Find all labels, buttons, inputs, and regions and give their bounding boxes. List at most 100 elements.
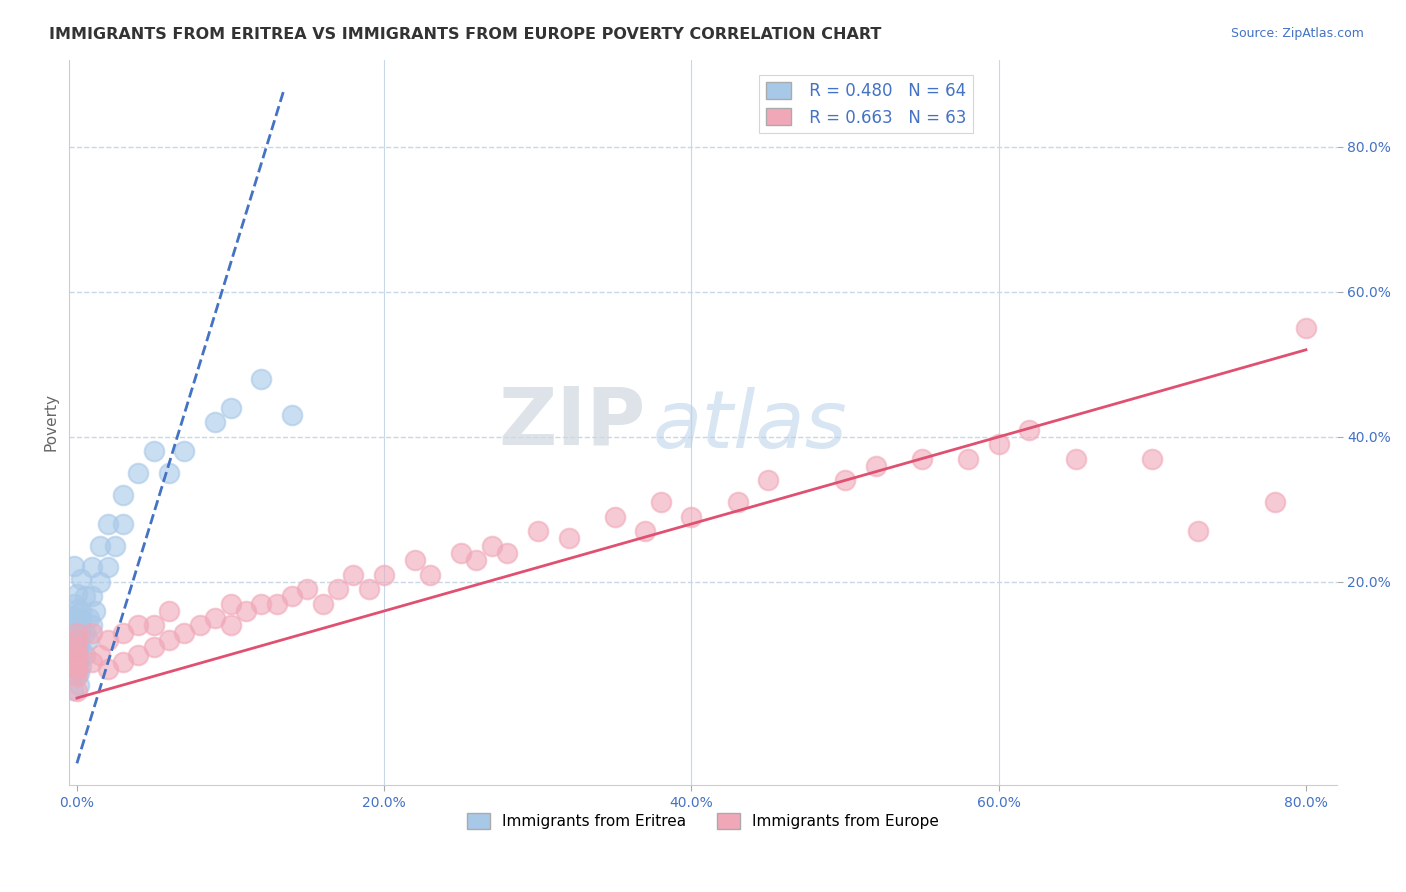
Point bbox=[235, 604, 257, 618]
Point bbox=[70, 659, 93, 673]
Point bbox=[142, 444, 165, 458]
Point bbox=[82, 655, 104, 669]
Point bbox=[73, 648, 96, 662]
Point bbox=[66, 662, 89, 676]
Point bbox=[66, 662, 89, 676]
Point bbox=[1064, 451, 1087, 466]
Point bbox=[62, 559, 84, 574]
Text: ZIP: ZIP bbox=[499, 384, 645, 461]
Point bbox=[173, 444, 195, 458]
Point bbox=[188, 618, 211, 632]
Point bbox=[111, 488, 134, 502]
Point bbox=[219, 618, 242, 632]
Point bbox=[557, 532, 579, 546]
Point bbox=[1187, 524, 1209, 538]
Point bbox=[219, 401, 242, 415]
Point bbox=[1264, 495, 1286, 509]
Point bbox=[142, 640, 165, 655]
Point bbox=[70, 604, 93, 618]
Point bbox=[97, 632, 120, 647]
Point bbox=[204, 415, 226, 429]
Point bbox=[127, 618, 149, 632]
Text: Source: ZipAtlas.com: Source: ZipAtlas.com bbox=[1230, 27, 1364, 40]
Point bbox=[219, 597, 242, 611]
Point bbox=[312, 597, 335, 611]
Point bbox=[66, 632, 89, 647]
Point bbox=[756, 474, 779, 488]
Point bbox=[66, 648, 89, 662]
Point bbox=[250, 372, 273, 386]
Point bbox=[142, 618, 165, 632]
Point bbox=[66, 616, 89, 631]
Point bbox=[66, 660, 89, 674]
Point bbox=[66, 640, 89, 655]
Point bbox=[1018, 423, 1040, 437]
Point bbox=[104, 539, 127, 553]
Point bbox=[63, 648, 86, 663]
Point bbox=[127, 466, 149, 480]
Point bbox=[66, 669, 89, 683]
Point bbox=[65, 635, 87, 649]
Point bbox=[111, 516, 134, 531]
Point bbox=[681, 509, 703, 524]
Point bbox=[250, 597, 273, 611]
Point bbox=[66, 648, 89, 662]
Point bbox=[82, 625, 104, 640]
Point bbox=[62, 634, 84, 648]
Point bbox=[82, 590, 104, 604]
Point bbox=[956, 451, 979, 466]
Y-axis label: Poverty: Poverty bbox=[44, 393, 58, 451]
Point bbox=[342, 567, 364, 582]
Point bbox=[111, 625, 134, 640]
Point bbox=[76, 632, 98, 647]
Point bbox=[63, 612, 86, 626]
Point bbox=[281, 408, 304, 422]
Point bbox=[266, 597, 288, 611]
Point bbox=[1295, 321, 1317, 335]
Legend: Immigrants from Eritrea, Immigrants from Europe: Immigrants from Eritrea, Immigrants from… bbox=[461, 807, 945, 836]
Point bbox=[603, 509, 626, 524]
Point bbox=[69, 678, 91, 692]
Point bbox=[527, 524, 550, 538]
Point bbox=[66, 640, 89, 655]
Point bbox=[63, 627, 86, 641]
Point bbox=[67, 629, 90, 643]
Point bbox=[65, 635, 87, 649]
Point bbox=[82, 560, 104, 574]
Point bbox=[650, 495, 672, 509]
Point bbox=[66, 587, 89, 601]
Point bbox=[70, 612, 93, 626]
Point bbox=[62, 683, 84, 698]
Point bbox=[865, 458, 887, 473]
Point bbox=[69, 640, 91, 655]
Point bbox=[89, 648, 111, 662]
Point bbox=[65, 638, 87, 652]
Point bbox=[73, 590, 96, 604]
Point bbox=[496, 546, 519, 560]
Point bbox=[66, 662, 89, 676]
Point bbox=[65, 645, 87, 659]
Point bbox=[62, 609, 84, 624]
Text: atlas: atlas bbox=[652, 387, 846, 465]
Point bbox=[634, 524, 657, 538]
Point bbox=[281, 590, 304, 604]
Point bbox=[297, 582, 319, 597]
Point bbox=[65, 665, 87, 680]
Point bbox=[204, 611, 226, 625]
Point bbox=[63, 621, 86, 635]
Point bbox=[63, 619, 86, 633]
Point bbox=[404, 553, 426, 567]
Point bbox=[62, 657, 84, 672]
Point bbox=[84, 604, 107, 618]
Point bbox=[89, 574, 111, 589]
Point bbox=[127, 648, 149, 662]
Point bbox=[67, 651, 90, 665]
Point bbox=[157, 604, 180, 618]
Point bbox=[77, 611, 100, 625]
Point bbox=[173, 625, 195, 640]
Point bbox=[69, 627, 91, 641]
Point bbox=[67, 658, 90, 673]
Point bbox=[1142, 451, 1164, 466]
Point bbox=[465, 553, 488, 567]
Text: IMMIGRANTS FROM ERITREA VS IMMIGRANTS FROM EUROPE POVERTY CORRELATION CHART: IMMIGRANTS FROM ERITREA VS IMMIGRANTS FR… bbox=[49, 27, 882, 42]
